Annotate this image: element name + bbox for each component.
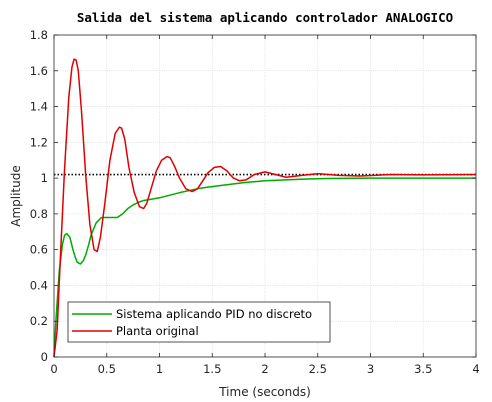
series-line-2 [53, 58, 477, 358]
x-tick-label: 4 [472, 362, 479, 376]
y-tick-label: 0.2 [30, 314, 48, 328]
x-tick-label: 1 [156, 362, 163, 376]
y-tick-label: 1.2 [30, 135, 48, 149]
y-tick-label: 0.6 [30, 243, 48, 257]
legend: Sistema aplicando PID no discreto Planta … [67, 301, 331, 343]
x-tick-label: 2.5 [309, 362, 327, 376]
x-tick-label: 0.5 [98, 362, 116, 376]
legend-label: Sistema aplicando PID no discreto [116, 307, 312, 321]
y-axis-label: Amplitude [9, 165, 23, 227]
x-tick-label: 1.5 [203, 362, 221, 376]
y-tick-label: 0 [41, 350, 48, 364]
legend-label: Planta original [116, 324, 199, 338]
x-tick-label: 0 [50, 362, 57, 376]
series-line-1 [53, 177, 476, 358]
y-tick-label: 1.8 [30, 28, 48, 42]
y-tick-label: 0.8 [30, 207, 48, 221]
chart-title: Salida del sistema aplicando controlador… [77, 10, 453, 25]
x-tick-label: 3.5 [414, 362, 432, 376]
y-tick-label: 1.6 [30, 64, 48, 78]
x-axis-label: Time (seconds) [218, 385, 311, 399]
x-tick-label: 3 [367, 362, 374, 376]
x-tick-label: 2 [261, 362, 268, 376]
y-tick-label: 1 [41, 171, 48, 185]
y-tick-label: 0.4 [30, 278, 48, 292]
legend-box [67, 301, 331, 343]
y-tick-label: 1.4 [30, 100, 48, 114]
plot-area: 0 0.5 1 1.5 2 2.5 3 3.5 4 0 0.2 0.4 0.6 0.8 1 1.2 1.4 1.6… [30, 28, 480, 376]
